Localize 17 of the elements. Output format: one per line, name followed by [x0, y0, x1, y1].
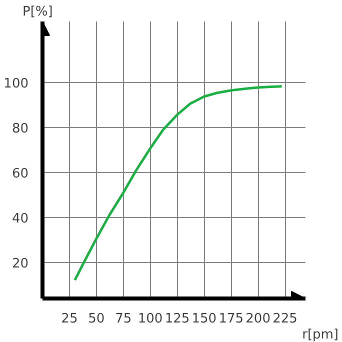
- y-tick-label: 60: [12, 166, 29, 182]
- x-tick-label: 225: [272, 312, 298, 326]
- line-series: [74, 85, 284, 282]
- x-axis-title: r[pm]: [302, 328, 338, 342]
- y-tick-label: 100: [4, 76, 29, 92]
- y-tick-label: 20: [12, 256, 29, 272]
- y-axis-title: P[%]: [22, 4, 53, 20]
- x-tick-label: 150: [192, 312, 217, 326]
- x-tick-label: 200: [246, 312, 270, 326]
- x-tick-label: 25: [61, 312, 78, 326]
- x-tick-label: 125: [164, 312, 190, 326]
- x-tick-label: 50: [88, 312, 105, 326]
- x-tick-label: 100: [138, 312, 163, 326]
- y-tick-label: 40: [12, 211, 29, 226]
- y-tick-label: 80: [12, 121, 29, 136]
- x-tick-label: 75: [115, 312, 132, 326]
- x-tick-label: 175: [218, 312, 244, 326]
